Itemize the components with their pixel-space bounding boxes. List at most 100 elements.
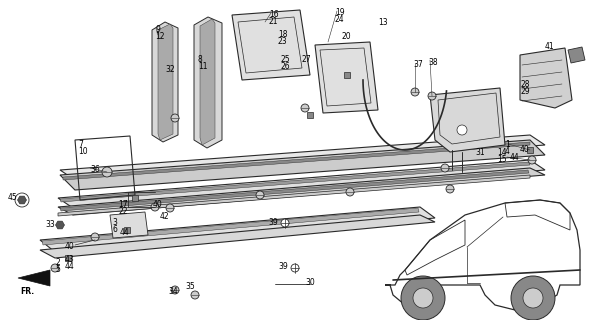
Circle shape: [191, 291, 199, 299]
Polygon shape: [58, 160, 545, 208]
Polygon shape: [60, 140, 545, 190]
Polygon shape: [232, 10, 310, 80]
Text: 39: 39: [268, 218, 278, 227]
Circle shape: [102, 167, 112, 177]
Text: 41: 41: [545, 42, 555, 51]
Text: 3: 3: [112, 218, 117, 227]
Text: 26: 26: [281, 62, 290, 71]
Text: 36: 36: [90, 165, 100, 174]
Text: 24: 24: [335, 15, 345, 24]
Circle shape: [457, 125, 467, 135]
Text: FR.: FR.: [20, 287, 34, 296]
Text: 40: 40: [520, 145, 530, 154]
Circle shape: [291, 264, 299, 272]
Polygon shape: [430, 88, 505, 152]
Text: 10: 10: [78, 147, 88, 156]
Polygon shape: [40, 207, 435, 252]
Circle shape: [511, 276, 555, 320]
Text: 37: 37: [413, 60, 423, 69]
Text: 21: 21: [269, 17, 279, 26]
Text: 20: 20: [342, 32, 352, 41]
Bar: [307, 112, 313, 118]
Text: 43: 43: [65, 255, 75, 264]
Text: 1: 1: [505, 140, 509, 149]
Text: 31: 31: [475, 148, 485, 157]
Circle shape: [166, 204, 174, 212]
Bar: [132, 195, 138, 201]
Text: 14: 14: [497, 148, 507, 157]
Circle shape: [301, 104, 309, 112]
Polygon shape: [200, 19, 215, 145]
Text: 15: 15: [497, 155, 507, 164]
Text: 7: 7: [78, 140, 83, 149]
Text: 11: 11: [198, 62, 207, 71]
Circle shape: [51, 264, 59, 272]
Polygon shape: [58, 168, 545, 215]
Circle shape: [171, 114, 179, 122]
Bar: [344, 72, 350, 78]
Circle shape: [346, 188, 354, 196]
Text: 29: 29: [521, 87, 531, 96]
Text: 23: 23: [278, 37, 287, 46]
Text: 25: 25: [281, 55, 290, 64]
Circle shape: [281, 219, 289, 227]
Text: 32: 32: [165, 65, 174, 74]
Bar: [65, 255, 71, 261]
Text: 38: 38: [428, 58, 438, 67]
Text: 5: 5: [55, 265, 60, 274]
Text: 8: 8: [198, 55, 203, 64]
Text: 33: 33: [45, 220, 55, 229]
Text: 44: 44: [65, 262, 75, 271]
Text: 40: 40: [65, 242, 75, 251]
Text: 17: 17: [118, 200, 128, 209]
Circle shape: [528, 156, 536, 164]
Circle shape: [91, 233, 99, 241]
Text: 2: 2: [55, 258, 59, 267]
Text: 30: 30: [305, 278, 315, 287]
Bar: [124, 227, 130, 233]
Circle shape: [413, 288, 433, 308]
Polygon shape: [63, 142, 530, 180]
Circle shape: [171, 286, 179, 294]
Text: 13: 13: [378, 18, 388, 27]
Text: 34: 34: [168, 287, 178, 296]
Text: 27: 27: [302, 55, 312, 64]
Text: 9: 9: [155, 25, 160, 34]
Text: 28: 28: [521, 80, 531, 89]
Polygon shape: [55, 221, 65, 229]
Circle shape: [428, 92, 436, 100]
Polygon shape: [58, 175, 530, 216]
Text: 4: 4: [505, 147, 510, 156]
Text: 6: 6: [112, 225, 117, 234]
Circle shape: [401, 276, 445, 320]
Text: 18: 18: [278, 30, 287, 39]
Polygon shape: [158, 24, 173, 140]
Polygon shape: [60, 162, 530, 202]
Polygon shape: [152, 22, 178, 142]
Text: 16: 16: [269, 10, 279, 19]
Polygon shape: [18, 196, 27, 204]
Circle shape: [523, 288, 543, 308]
Polygon shape: [40, 215, 435, 258]
Text: 35: 35: [185, 282, 195, 291]
Polygon shape: [110, 212, 148, 238]
Polygon shape: [568, 47, 585, 63]
Polygon shape: [60, 135, 545, 180]
Circle shape: [411, 88, 419, 96]
Polygon shape: [520, 48, 572, 108]
Text: 42: 42: [160, 212, 170, 221]
Polygon shape: [315, 42, 378, 113]
Bar: [527, 147, 533, 153]
Polygon shape: [42, 208, 419, 245]
Polygon shape: [60, 170, 529, 211]
Circle shape: [256, 191, 264, 199]
Circle shape: [446, 185, 454, 193]
Text: 22: 22: [118, 207, 127, 216]
Polygon shape: [194, 17, 222, 148]
Circle shape: [441, 164, 449, 172]
Circle shape: [151, 203, 159, 211]
Text: 39: 39: [278, 262, 288, 271]
Polygon shape: [18, 270, 50, 286]
Text: 19: 19: [335, 8, 345, 17]
Text: 44: 44: [510, 153, 519, 162]
